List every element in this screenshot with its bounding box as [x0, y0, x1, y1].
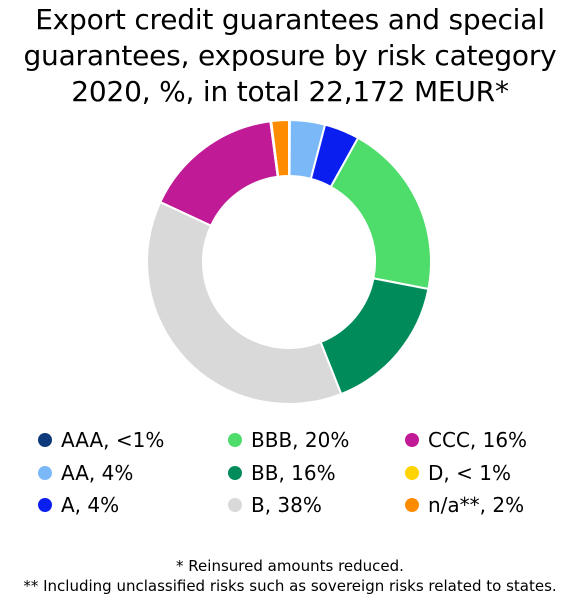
legend-label-d: D, < 1% [428, 461, 511, 485]
legend-label-a: A, 4% [61, 493, 120, 517]
legend-item-d: D, < 1% [405, 461, 511, 485]
donut-slice-bbb [329, 136, 432, 291]
legend-swatch-a [38, 498, 52, 512]
legend-item-b: B, 38% [228, 493, 322, 517]
legend-swatch-aa [38, 466, 52, 480]
legend-label-ccc: CCC, 16% [428, 428, 528, 452]
legend-label-aaa: AAA, <1% [61, 428, 165, 452]
donut-slice-b [146, 200, 343, 405]
legend-item-a: A, 4% [38, 493, 119, 517]
legend-item-aa: AA, 4% [38, 461, 133, 485]
legend-label-bbb: BBB, 20% [251, 428, 350, 452]
legend-item-aaa: AAA, <1% [38, 428, 164, 452]
title-line-1: Export credit guarantees and special [35, 3, 545, 36]
donut-slice-bb [319, 277, 430, 396]
title-line-2: guarantees, exposure by risk category [23, 39, 557, 72]
legend-swatch-d [405, 466, 419, 480]
legend-label-aa: AA, 4% [61, 461, 134, 485]
legend-swatch-bbb [228, 433, 242, 447]
legend-swatch-na [405, 498, 419, 512]
footnote-reinsured: * Reinsured amounts reduced. [176, 557, 404, 575]
legend-item-ccc: CCC, 16% [405, 428, 527, 452]
donut-chart [146, 118, 432, 405]
legend-label-na: n/a**, 2% [428, 493, 525, 517]
legend-item-na: n/a**, 2% [405, 493, 524, 517]
legend-swatch-b [228, 498, 242, 512]
chart-title: Export credit guarantees and special gua… [0, 2, 580, 110]
legend-swatch-ccc [405, 433, 419, 447]
title-line-3: 2020, %, in total 22,172 MEUR* [71, 75, 509, 108]
legend-label-b: B, 38% [251, 493, 322, 517]
footnotes: * Reinsured amounts reduced. ** Includin… [0, 556, 580, 596]
donut-slice-ccc [158, 120, 279, 228]
legend-item-bbb: BBB, 20% [228, 428, 349, 452]
legend-item-bb: BB, 16% [228, 461, 336, 485]
legend-swatch-aaa [38, 433, 52, 447]
donut-slice-na [270, 118, 290, 178]
legend-swatch-bb [228, 466, 242, 480]
legend-label-bb: BB, 16% [251, 461, 336, 485]
footnote-unclassified: ** Including unclassified risks such as … [23, 577, 557, 595]
